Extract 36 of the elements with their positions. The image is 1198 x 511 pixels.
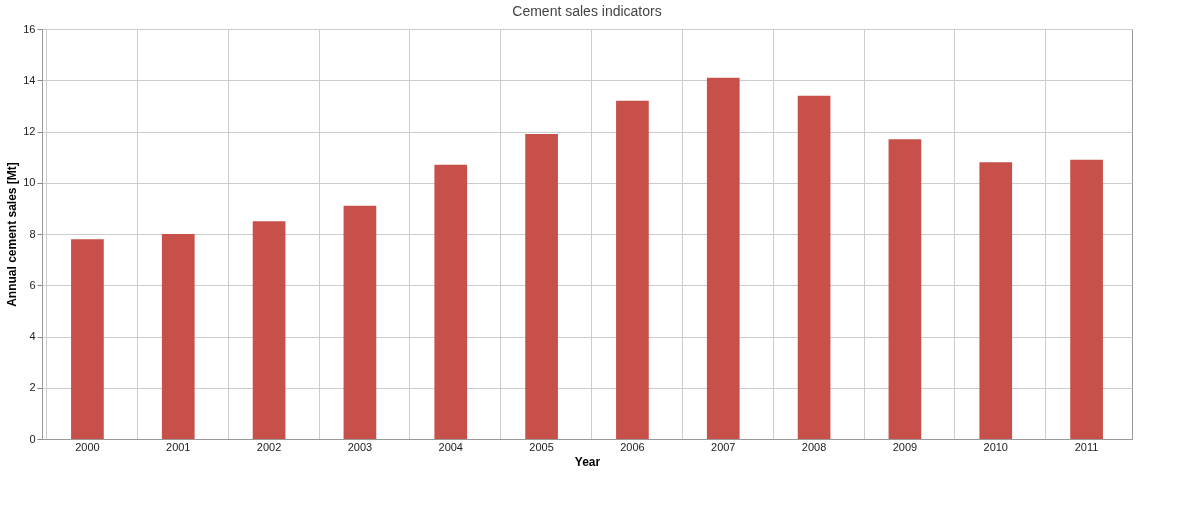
bar [161, 234, 195, 439]
bar [525, 134, 558, 439]
x-tick-label: 2011 [1074, 440, 1099, 453]
bar [434, 164, 468, 439]
y-tick-label: 16 [23, 22, 36, 35]
x-tick-label: 2003 [347, 440, 373, 453]
bar [706, 77, 740, 439]
y-tick-label: 8 [29, 227, 36, 240]
bar [979, 162, 1013, 439]
y-tick-label: 14 [23, 73, 36, 86]
x-axis-title: Year [574, 454, 601, 469]
x-tick-label: 2007 [711, 440, 736, 453]
y-tick-label: 12 [23, 125, 36, 137]
bar [1070, 159, 1103, 439]
y-axis-title: Annual cement sales [Mt] [5, 162, 20, 307]
bar [797, 95, 831, 439]
x-tick-label: 2004 [438, 440, 463, 453]
x-tick-label: 2005 [529, 440, 554, 453]
bar [252, 221, 286, 439]
x-tick-label: 2000 [75, 440, 100, 453]
x-tick-label: 2002 [256, 440, 282, 453]
y-tick-label: 0 [29, 432, 36, 445]
x-tick-label: 2009 [892, 440, 918, 453]
x-tick-label: 2008 [801, 440, 827, 453]
bar [888, 139, 922, 439]
y-tick-label: 2 [29, 381, 36, 394]
x-tick-label: 2006 [620, 440, 645, 453]
bar [616, 100, 649, 439]
bar [343, 205, 377, 439]
y-tick-label: 6 [29, 278, 36, 291]
y-tick-label: 4 [29, 330, 36, 342]
x-tick-label: 2001 [166, 440, 191, 453]
y-tick-label: 10 [23, 176, 36, 189]
bar [71, 239, 104, 439]
x-tick-label: 2010 [983, 440, 1008, 453]
chart-title: Cement sales indicators [512, 3, 662, 19]
